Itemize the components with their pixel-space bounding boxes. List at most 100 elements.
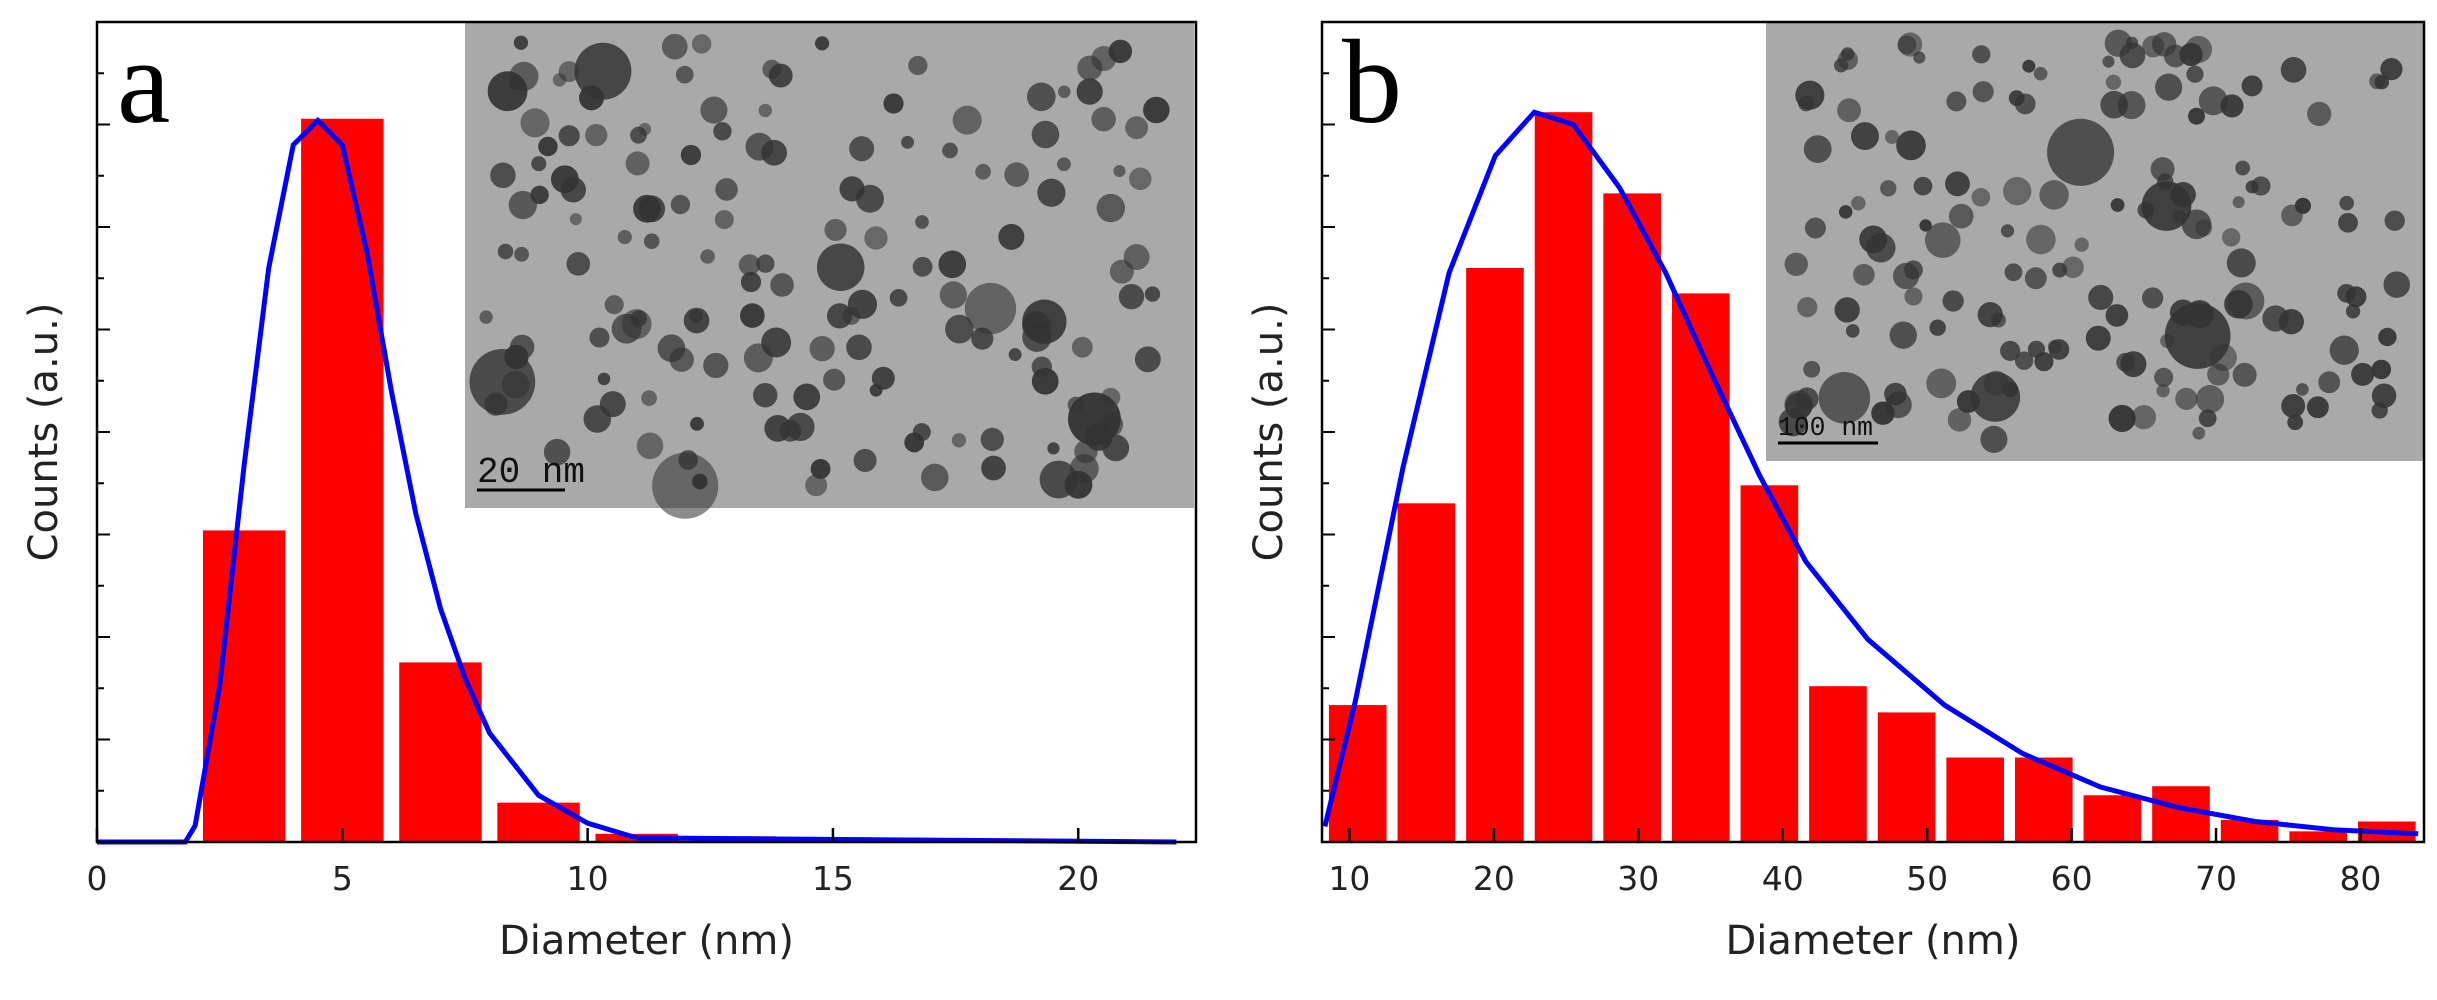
scale-label: 20 nm — [477, 452, 585, 493]
particle — [764, 414, 792, 442]
particle — [1859, 225, 1888, 254]
particle — [1903, 260, 1923, 280]
particle — [2014, 351, 2034, 370]
x-tick-label: 60 — [2051, 859, 2093, 898]
particle — [816, 243, 865, 291]
scale-label: 100 nm — [1778, 413, 1873, 443]
particle — [847, 289, 878, 319]
particle — [762, 59, 782, 79]
particle — [2296, 383, 2309, 396]
particle — [497, 243, 514, 260]
particle — [846, 334, 872, 361]
particle — [714, 210, 734, 230]
particle — [625, 151, 650, 176]
particle — [1971, 187, 1991, 207]
particle — [638, 122, 652, 136]
panel-label: b — [1342, 15, 1402, 148]
particle — [1113, 164, 1126, 178]
particle — [809, 335, 835, 362]
particle — [509, 77, 523, 91]
particle — [2104, 29, 2133, 57]
bar — [1671, 293, 1730, 842]
particle — [2000, 340, 2021, 361]
particle — [1143, 96, 1170, 124]
particle — [643, 233, 660, 249]
particle — [1919, 219, 1932, 232]
particle — [889, 288, 908, 307]
particle — [1913, 176, 1933, 196]
particle — [1102, 434, 1130, 462]
bar — [2152, 786, 2210, 842]
particle — [980, 427, 1004, 452]
particle — [2000, 224, 2015, 238]
particle — [2232, 362, 2257, 387]
particle — [853, 448, 877, 472]
particle — [513, 35, 529, 50]
bar — [399, 662, 482, 842]
particle — [2105, 74, 2122, 90]
particle — [1972, 81, 1994, 103]
particle — [691, 34, 712, 54]
particle — [2047, 118, 2115, 186]
particle — [1022, 299, 1067, 344]
particle — [2345, 304, 2361, 319]
particle — [939, 281, 967, 309]
particle — [805, 474, 828, 497]
particle — [2383, 271, 2411, 298]
particle — [680, 144, 702, 166]
particle — [1804, 217, 1826, 239]
panel-label: a — [117, 15, 170, 148]
particle — [1838, 205, 1853, 219]
particle — [2039, 180, 2069, 210]
particle — [1803, 360, 1821, 378]
particle — [2164, 303, 2231, 369]
x-tick-label: 30 — [1617, 859, 1659, 898]
particle — [849, 136, 875, 162]
particle — [2287, 414, 2304, 431]
particle — [543, 438, 571, 466]
particle — [508, 190, 537, 220]
particle — [1071, 336, 1093, 358]
particle — [975, 163, 991, 180]
particle — [2380, 57, 2403, 81]
particle — [2102, 55, 2115, 68]
particle — [1031, 120, 1060, 149]
particle — [942, 142, 958, 159]
particle — [1091, 45, 1117, 72]
particle — [2294, 197, 2312, 214]
particle — [864, 226, 888, 250]
bar — [1740, 485, 1799, 842]
particle — [530, 185, 549, 205]
particle — [1946, 91, 1967, 112]
particle — [1970, 372, 2021, 422]
particle — [753, 383, 778, 408]
bar — [1603, 193, 1661, 842]
particle — [2371, 383, 2397, 408]
particle — [2034, 352, 2054, 372]
particle — [2371, 359, 2392, 380]
particle — [745, 132, 774, 161]
particle — [1795, 387, 1819, 411]
particle — [901, 135, 914, 149]
particle — [740, 271, 762, 293]
y-axis-title: Counts (a.u.) — [1246, 303, 1292, 562]
particle — [661, 33, 688, 60]
particle — [2192, 426, 2206, 440]
particle — [1097, 412, 1124, 438]
particle — [1851, 196, 1866, 211]
particle — [703, 352, 729, 379]
particle — [1884, 130, 1900, 145]
particle — [869, 383, 883, 397]
particle — [2024, 267, 2047, 290]
particle — [2318, 371, 2341, 394]
particle — [738, 254, 761, 276]
particle — [1845, 324, 1860, 338]
particle — [700, 96, 728, 124]
particle — [1134, 346, 1161, 373]
particle — [2306, 396, 2329, 419]
particle — [484, 392, 508, 416]
particle — [1929, 319, 1946, 336]
particle — [2155, 73, 2183, 101]
particle — [1047, 442, 1060, 455]
particle — [1977, 301, 2003, 328]
